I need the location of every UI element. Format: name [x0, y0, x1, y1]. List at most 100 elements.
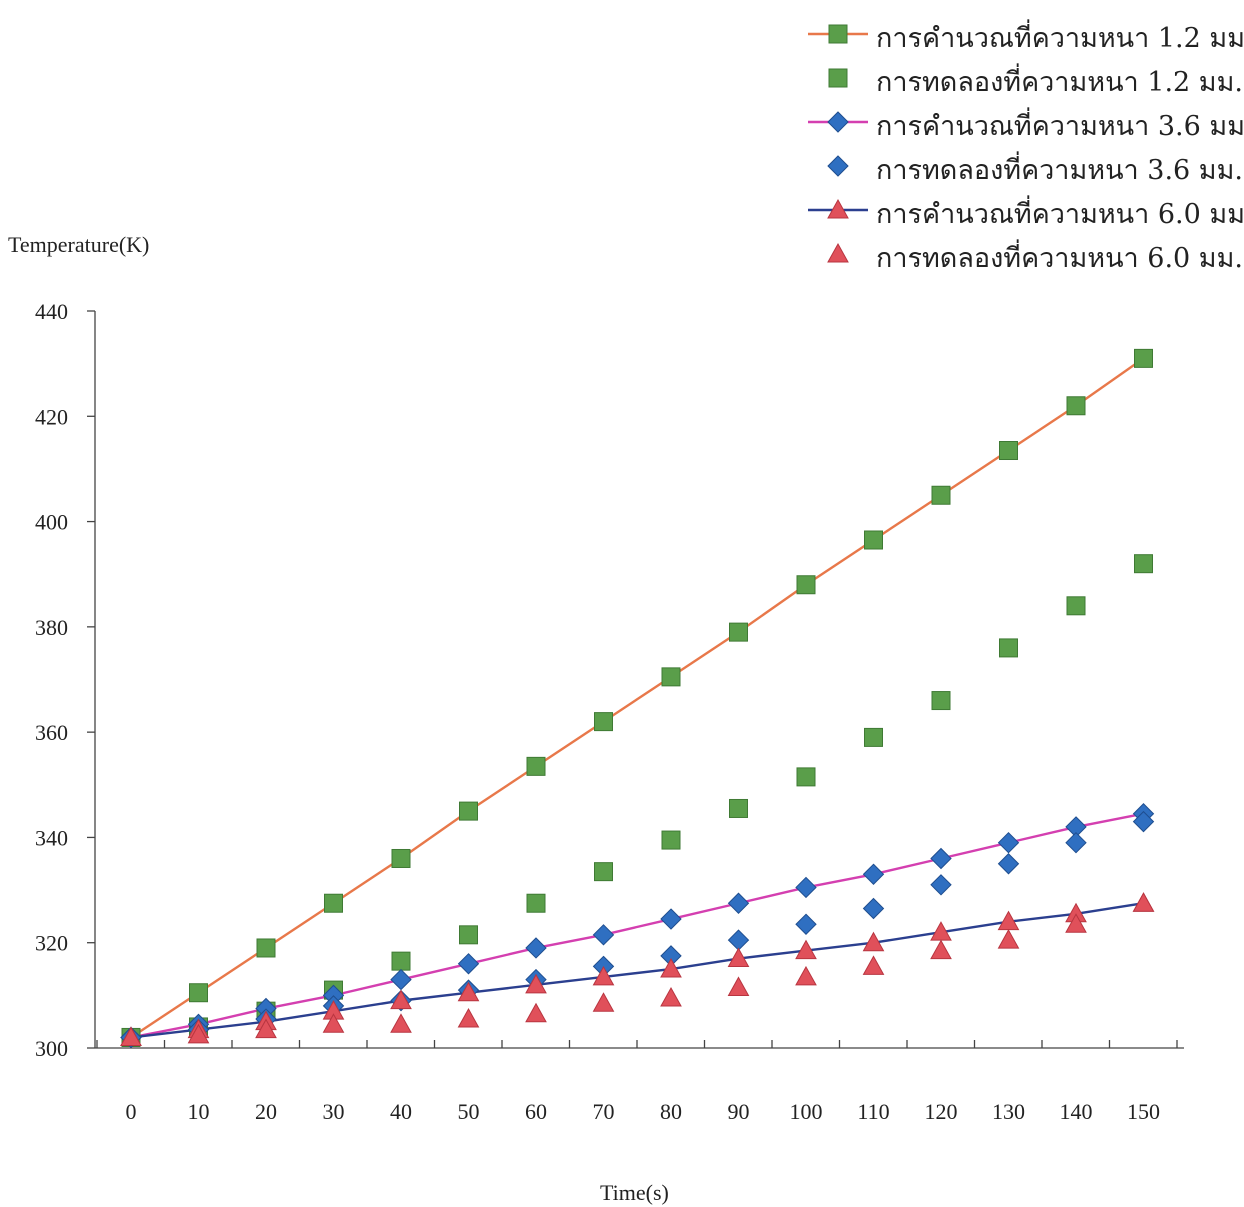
data-point: [256, 938, 276, 958]
x-tick-label: 0: [126, 1099, 137, 1124]
legend-symbol: [827, 242, 849, 263]
data-point: [727, 892, 750, 914]
data-point: [931, 691, 951, 711]
data-point: [457, 981, 480, 1002]
data-point: [187, 1023, 210, 1044]
data-point: [526, 893, 546, 913]
data-point: [1065, 913, 1087, 933]
data-point: [525, 1002, 547, 1023]
data-point: [1134, 554, 1153, 574]
legend-label: การคำนวณที่ความหนา 3.6 มม.: [876, 111, 1244, 142]
data-point: [594, 862, 613, 882]
series-line: [130, 812, 1144, 1039]
legend: การคำนวณที่ความหนา 1.2 มม. การทดลองที่คว…: [808, 16, 1244, 280]
y-tick-label: 300: [35, 1036, 68, 1061]
data-point: [727, 947, 750, 968]
data-point: [999, 441, 1018, 461]
data-point: [1134, 348, 1153, 368]
data-point: [525, 973, 547, 994]
data-point: [862, 931, 885, 952]
legend-symbol: [828, 68, 848, 88]
data-point: [930, 874, 952, 896]
legend-symbol: [827, 155, 849, 177]
data-point: [390, 1013, 412, 1033]
legend-item: การทดลองที่ความหนา 1.2 มม.: [808, 60, 1243, 104]
data-point: [324, 893, 343, 913]
data-point: [391, 951, 411, 971]
x-tick-label: 20: [255, 1099, 277, 1124]
data-point: [1065, 831, 1087, 854]
data-point: [457, 953, 480, 975]
data-point: [999, 638, 1018, 658]
x-tick-label: 140: [1060, 1099, 1093, 1124]
data-point: [391, 848, 411, 868]
legend-item: การทดลองที่ความหนา 3.6 มม.: [808, 148, 1243, 192]
y-tick-label: 400: [35, 510, 68, 535]
x-tick-label: 40: [390, 1099, 412, 1124]
x-tick-label: 110: [857, 1099, 889, 1124]
x-tick-label: 90: [728, 1099, 750, 1124]
y-tick-label: 320: [35, 931, 68, 956]
data-point: [931, 485, 951, 505]
x-tick-label: 150: [1127, 1099, 1160, 1124]
x-axis-label: Time(s): [600, 1180, 669, 1205]
data-point: [930, 847, 952, 870]
legend-marker: [827, 111, 849, 133]
data-point: [796, 767, 816, 787]
series-line: [130, 902, 1144, 1039]
data-point: [997, 853, 1020, 875]
legend-label: การคำนวณที่ความหนา 1.2 มม.: [876, 23, 1244, 54]
data-point: [592, 924, 615, 946]
data-point: [1132, 892, 1155, 912]
data-point: [459, 801, 478, 821]
data-point: [459, 925, 478, 945]
legend-item: การคำนวณที่ความหนา 6.0 มม.: [808, 192, 1244, 236]
legend-marker: [827, 242, 849, 263]
data-point: [526, 756, 546, 776]
legend-label: การทดลองที่ความหนา 3.6 มม.: [876, 155, 1243, 186]
legend-marker: [827, 198, 849, 219]
x-tick-label: 50: [458, 1099, 480, 1124]
data-point: [795, 913, 817, 935]
y-tick-label: 380: [35, 615, 68, 640]
data-point: [796, 575, 816, 595]
data-point: [660, 908, 682, 930]
legend-marker: [828, 24, 848, 44]
legend-label: การทดลองที่ความหนา 1.2 มม.: [876, 67, 1243, 98]
data-point: [120, 1026, 142, 1046]
x-tick-label: 60: [525, 1099, 547, 1124]
data-point: [189, 983, 208, 1003]
y-tick-label: 420: [35, 404, 68, 429]
data-point: [255, 1018, 277, 1039]
x-tick-label: 70: [593, 1099, 615, 1124]
legend-symbol: [808, 198, 868, 219]
data-point: [862, 897, 885, 920]
x-tick-label: 120: [925, 1099, 958, 1124]
x-tick-label: 100: [790, 1099, 823, 1124]
data-point: [660, 958, 682, 978]
y-axis-label: Temperature(K): [8, 232, 150, 257]
data-point: [457, 1008, 480, 1028]
data-point: [930, 939, 952, 960]
data-point: [594, 712, 613, 732]
data-point: [997, 929, 1020, 949]
data-point: [727, 976, 750, 996]
data-point: [1132, 810, 1155, 833]
legend-marker: [828, 68, 848, 88]
series-line: [130, 357, 1145, 1039]
data-point: [795, 876, 817, 899]
data-point: [525, 937, 547, 959]
data-point: [660, 986, 682, 1007]
legend-symbol: [808, 111, 868, 133]
legend-label: การคำนวณที่ความหนา 6.0 มม.: [876, 199, 1244, 230]
data-point: [795, 939, 817, 960]
data-point: [390, 989, 412, 1010]
y-tick-label: 340: [35, 825, 68, 850]
legend-symbol: [808, 24, 868, 44]
data-point: [862, 955, 885, 975]
data-point: [390, 968, 412, 991]
legend-item: การคำนวณที่ความหนา 1.2 มม.: [808, 16, 1244, 60]
legend-item: การทดลองที่ความหนา 6.0 มม.: [808, 236, 1243, 280]
